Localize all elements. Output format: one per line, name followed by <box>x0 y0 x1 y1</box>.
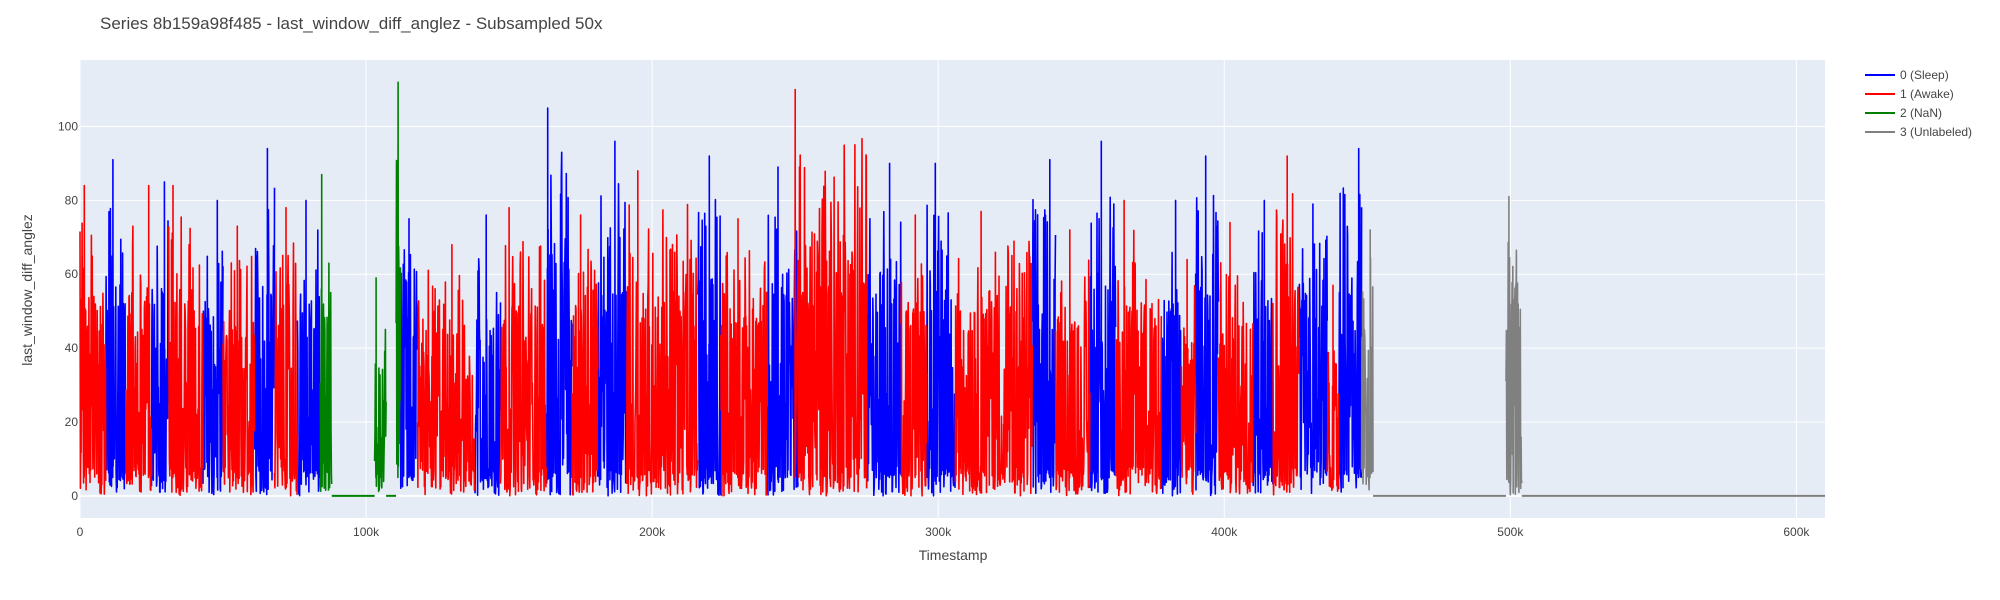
legend-item[interactable]: 1 (Awake) <box>1865 87 1954 101</box>
series-line <box>1160 199 1183 497</box>
x-tick-label: 300k <box>925 525 952 539</box>
series-line <box>1054 229 1091 497</box>
series-line <box>794 88 868 497</box>
series-line <box>1114 199 1163 497</box>
series-line <box>319 173 333 493</box>
y-tick-label: 0 <box>71 489 78 503</box>
y-tick-label: 60 <box>65 267 79 281</box>
series-line <box>273 206 299 497</box>
series-line <box>954 210 1034 497</box>
series-line <box>1252 199 1274 494</box>
series-line <box>545 107 573 496</box>
series-line <box>625 170 699 497</box>
x-tick-label: 200k <box>639 525 666 539</box>
series-line <box>1297 203 1328 494</box>
x-axis-title: Timestamp <box>919 547 988 563</box>
series-line <box>900 214 928 497</box>
x-tick-label: 600k <box>1783 525 1810 539</box>
x-tick-label: 400k <box>1211 525 1238 539</box>
legend-item[interactable]: 0 (Sleep) <box>1865 68 1949 82</box>
series-line <box>474 214 502 496</box>
series-line <box>296 199 322 497</box>
series-line <box>1326 284 1340 492</box>
series-line <box>499 206 548 497</box>
y-axis-title: last_window_diff_anglez <box>19 214 35 366</box>
series-1 <box>79 88 1340 497</box>
series-line <box>202 199 224 496</box>
series-line <box>1194 155 1220 497</box>
legend-label: 2 (NaN) <box>1900 106 1942 120</box>
series-line <box>1031 158 1057 494</box>
x-tick-label: 500k <box>1497 525 1524 539</box>
y-tick-label: 100 <box>58 119 78 133</box>
x-tick-label: 100k <box>353 525 380 539</box>
series-line <box>399 218 419 489</box>
series-line <box>125 184 153 493</box>
series-line <box>395 81 402 479</box>
y-axis-ticks: 0 20 40 60 80 100 <box>58 119 78 502</box>
data-lines <box>79 81 1825 497</box>
series-2 <box>319 81 402 497</box>
series-line <box>597 140 628 497</box>
series-line <box>765 166 799 496</box>
series-line <box>1337 147 1363 493</box>
series-line <box>1360 229 1374 491</box>
series-line <box>720 218 768 497</box>
series-line <box>1272 155 1300 496</box>
series-line <box>222 225 256 496</box>
y-tick-label: 40 <box>65 341 79 355</box>
series-0 <box>104 107 1363 497</box>
y-tick-label: 80 <box>65 193 79 207</box>
series-line <box>167 184 204 497</box>
series-line <box>1089 140 1117 494</box>
series-line <box>571 214 599 496</box>
series-line <box>1180 258 1197 495</box>
series-line <box>150 181 170 493</box>
series-line <box>373 277 387 493</box>
series-line <box>697 155 722 496</box>
series-line <box>79 184 107 495</box>
legend-label: 3 (Unlabeled) <box>1900 125 1972 139</box>
legend-label: 0 (Sleep) <box>1900 68 1949 82</box>
series-line <box>926 162 957 497</box>
series-3 <box>1360 195 1825 497</box>
legend-label: 1 (Awake) <box>1900 87 1954 101</box>
series-line <box>104 158 127 493</box>
x-tick-label: 0 <box>77 525 84 539</box>
chart-title: Series 8b159a98f485 - last_window_diff_a… <box>100 14 603 33</box>
legend-item[interactable]: 2 (NaN) <box>1865 106 1942 120</box>
series-line <box>1217 221 1254 495</box>
legend-item[interactable]: 3 (Unlabeled) <box>1865 125 1972 139</box>
series-line <box>865 162 902 497</box>
x-axis-ticks: 0 100k 200k 300k 400k 500k 600k <box>77 525 1811 539</box>
series-line <box>1505 195 1523 496</box>
series-line <box>253 147 276 496</box>
y-tick-label: 20 <box>65 415 79 429</box>
legend[interactable]: 0 (Sleep) 1 (Awake) 2 (NaN) 3 (Unlabeled) <box>1865 68 1972 139</box>
series-line <box>416 243 476 496</box>
